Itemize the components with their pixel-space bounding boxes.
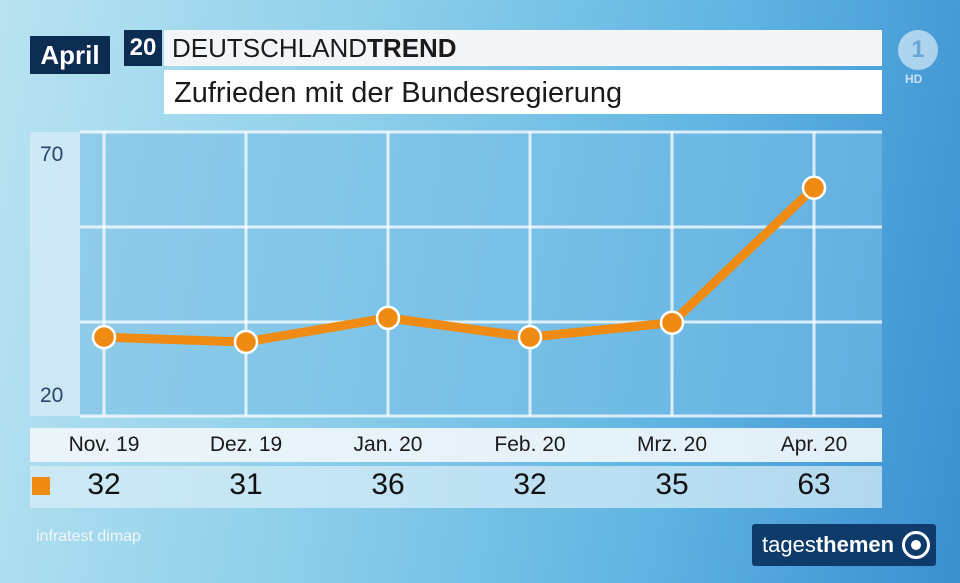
date-year-badge: 20 xyxy=(124,30,162,66)
x-tick-label: Nov. 19 xyxy=(68,433,140,456)
data-point xyxy=(91,324,117,350)
data-label: 32 xyxy=(87,468,121,501)
program-title-suffix: TREND xyxy=(367,33,457,63)
hd-badge: HD xyxy=(905,72,923,86)
data-point xyxy=(233,329,259,355)
data-label: 35 xyxy=(655,468,689,501)
program-title-prefix: DEUTSCHLAND xyxy=(172,33,368,63)
category-strip xyxy=(30,428,882,462)
y-tick-label: 70 xyxy=(40,143,64,166)
y-tick-label: 20 xyxy=(40,384,64,407)
date-month-badge: April xyxy=(30,36,110,74)
data-label: 63 xyxy=(797,468,831,501)
y-axis-strip xyxy=(30,132,80,416)
program-logo-part2: themen xyxy=(815,532,895,557)
value-strip xyxy=(30,466,882,508)
data-point xyxy=(659,310,685,335)
legend-swatch xyxy=(32,477,50,495)
data-label: 31 xyxy=(229,468,263,501)
program-logo-part1: tages xyxy=(762,532,816,557)
data-source: infratest dimap xyxy=(36,528,141,545)
x-tick-label: Jan. 20 xyxy=(353,433,423,456)
x-tick-label: Dez. 19 xyxy=(209,433,283,456)
data-point xyxy=(517,324,543,350)
x-tick-label: Mrz. 20 xyxy=(636,433,707,456)
series-line xyxy=(99,183,819,347)
data-label: 36 xyxy=(371,468,405,501)
program-title: DEUTSCHLANDTREND xyxy=(164,30,882,66)
data-point xyxy=(375,305,401,331)
data-label: 32 xyxy=(513,468,547,501)
channel-logo-icon: 1 xyxy=(898,30,938,70)
x-tick-label: Apr. 20 xyxy=(780,433,848,456)
program-logo-icon xyxy=(902,531,930,559)
plot-area xyxy=(30,132,882,416)
chart-subtitle: Zufrieden mit der Bundesregierung xyxy=(164,70,882,114)
x-tick-label: Feb. 20 xyxy=(494,433,566,456)
program-logo: tagesthemen xyxy=(752,524,936,566)
data-point xyxy=(801,175,827,200)
